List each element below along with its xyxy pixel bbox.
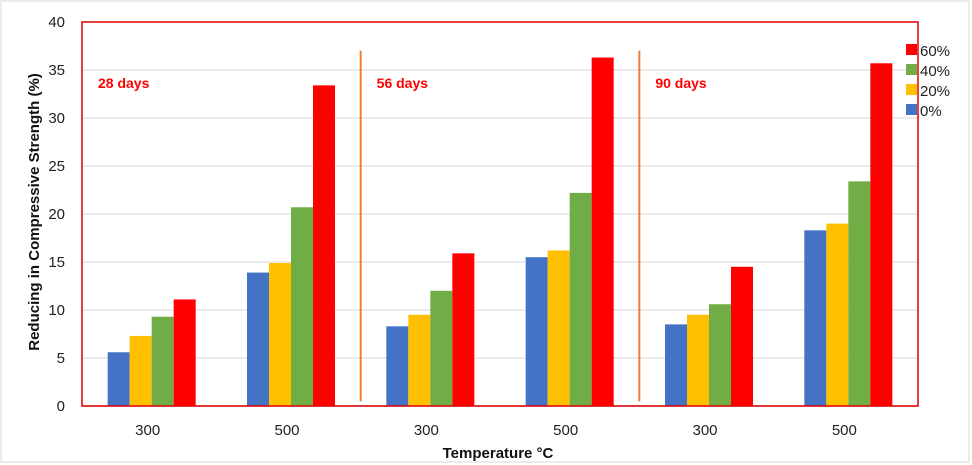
bar-60pct-5	[870, 63, 893, 406]
y-tick-label: 15	[48, 254, 65, 271]
legend-label: 60%	[920, 43, 950, 60]
legend-swatch	[906, 104, 917, 115]
bar-0pct-2	[386, 326, 409, 406]
y-tick-label: 25	[48, 158, 65, 175]
x-tick-labels: 300 500 300 500 300 500	[135, 422, 857, 439]
bars	[107, 57, 893, 407]
x-axis-title: Temperature °C	[443, 445, 554, 462]
bar-20pct-3	[547, 250, 570, 406]
bar-60pct-0	[173, 299, 196, 406]
bar-20pct-5	[826, 223, 849, 406]
bar-0pct-4	[665, 324, 687, 406]
y-tick-label: 35	[48, 62, 65, 79]
legend-swatch	[906, 44, 917, 55]
y-tick-label: 10	[48, 302, 65, 319]
legend-swatch	[906, 64, 917, 75]
bar-40pct-4	[709, 304, 731, 406]
bar-60pct-2	[452, 253, 475, 406]
legend-label: 20%	[920, 83, 950, 100]
y-tick-label: 5	[57, 350, 65, 367]
plot-border	[81, 21, 919, 407]
x-tick-label: 500	[553, 422, 578, 439]
x-tick-label: 500	[832, 422, 857, 439]
y-tick-label: 20	[48, 206, 65, 223]
bar-40pct-2	[430, 290, 453, 406]
bar-60pct-1	[313, 85, 335, 407]
y-tick-label: 30	[48, 110, 65, 127]
bar-60pct-4	[731, 266, 753, 406]
group-separators	[359, 50, 641, 402]
x-tick-label: 300	[692, 422, 717, 439]
bar-0pct-5	[804, 230, 827, 406]
bar-40pct-1	[291, 207, 313, 406]
group-label: 56 days	[377, 75, 429, 91]
bar-40pct-0	[151, 316, 174, 406]
legend-label: 0%	[920, 103, 942, 120]
x-tick-label: 300	[135, 422, 160, 439]
legend-swatch	[906, 84, 917, 95]
bar-20pct-0	[129, 335, 152, 406]
bar-0pct-0	[107, 352, 130, 406]
bar-40pct-5	[848, 181, 871, 406]
y-tick-labels: 0 5 10 15 20 25 30 35 40	[48, 14, 65, 415]
bar-0pct-3	[525, 257, 548, 406]
x-tick-label: 500	[274, 422, 299, 439]
bar-60pct-3	[591, 57, 614, 407]
group-annotations: 28 days 56 days 90 days	[98, 75, 707, 91]
legend-label: 40%	[920, 63, 950, 80]
group-label: 28 days	[98, 75, 150, 91]
y-axis-title: Reducing in Compressive Strength (%)	[26, 73, 43, 351]
bar-20pct-2	[408, 314, 431, 406]
legend: 60% 40% 20% 0%	[906, 43, 950, 120]
y-tick-label: 0	[57, 398, 65, 415]
bar-0pct-1	[247, 272, 269, 406]
bar-20pct-4	[687, 314, 709, 406]
group-label: 90 days	[655, 75, 707, 91]
bar-40pct-3	[569, 192, 592, 406]
bar-20pct-1	[269, 262, 291, 406]
y-tick-label: 40	[48, 14, 65, 31]
x-tick-label: 300	[414, 422, 439, 439]
